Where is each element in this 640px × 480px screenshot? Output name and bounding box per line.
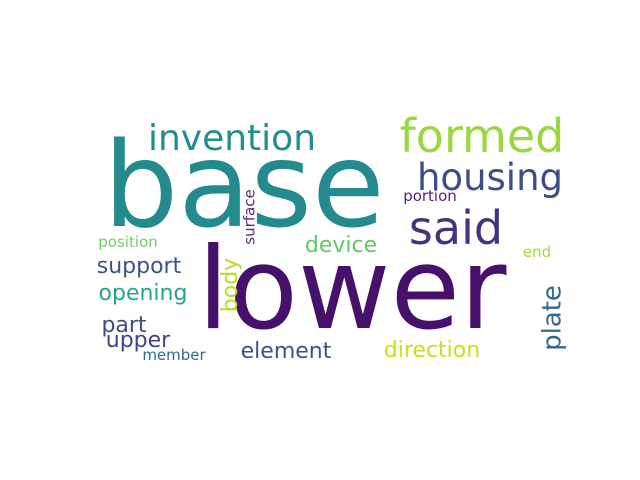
word-formed: formed [400,109,565,163]
word-opening: opening [99,281,188,306]
word-said: said [409,201,503,255]
word-plate: plate [538,285,568,351]
word-body: body [218,258,243,312]
word-device: device [305,233,377,258]
word-position: position [98,233,157,251]
word-portion: portion [403,187,457,205]
word-direction: direction [384,338,480,363]
word-element: element [241,339,332,364]
word-end: end [523,243,551,261]
word-surface: surface [241,189,259,244]
word-member: member [142,346,206,364]
word-invention: invention [148,118,316,159]
word-support: support [97,254,182,279]
